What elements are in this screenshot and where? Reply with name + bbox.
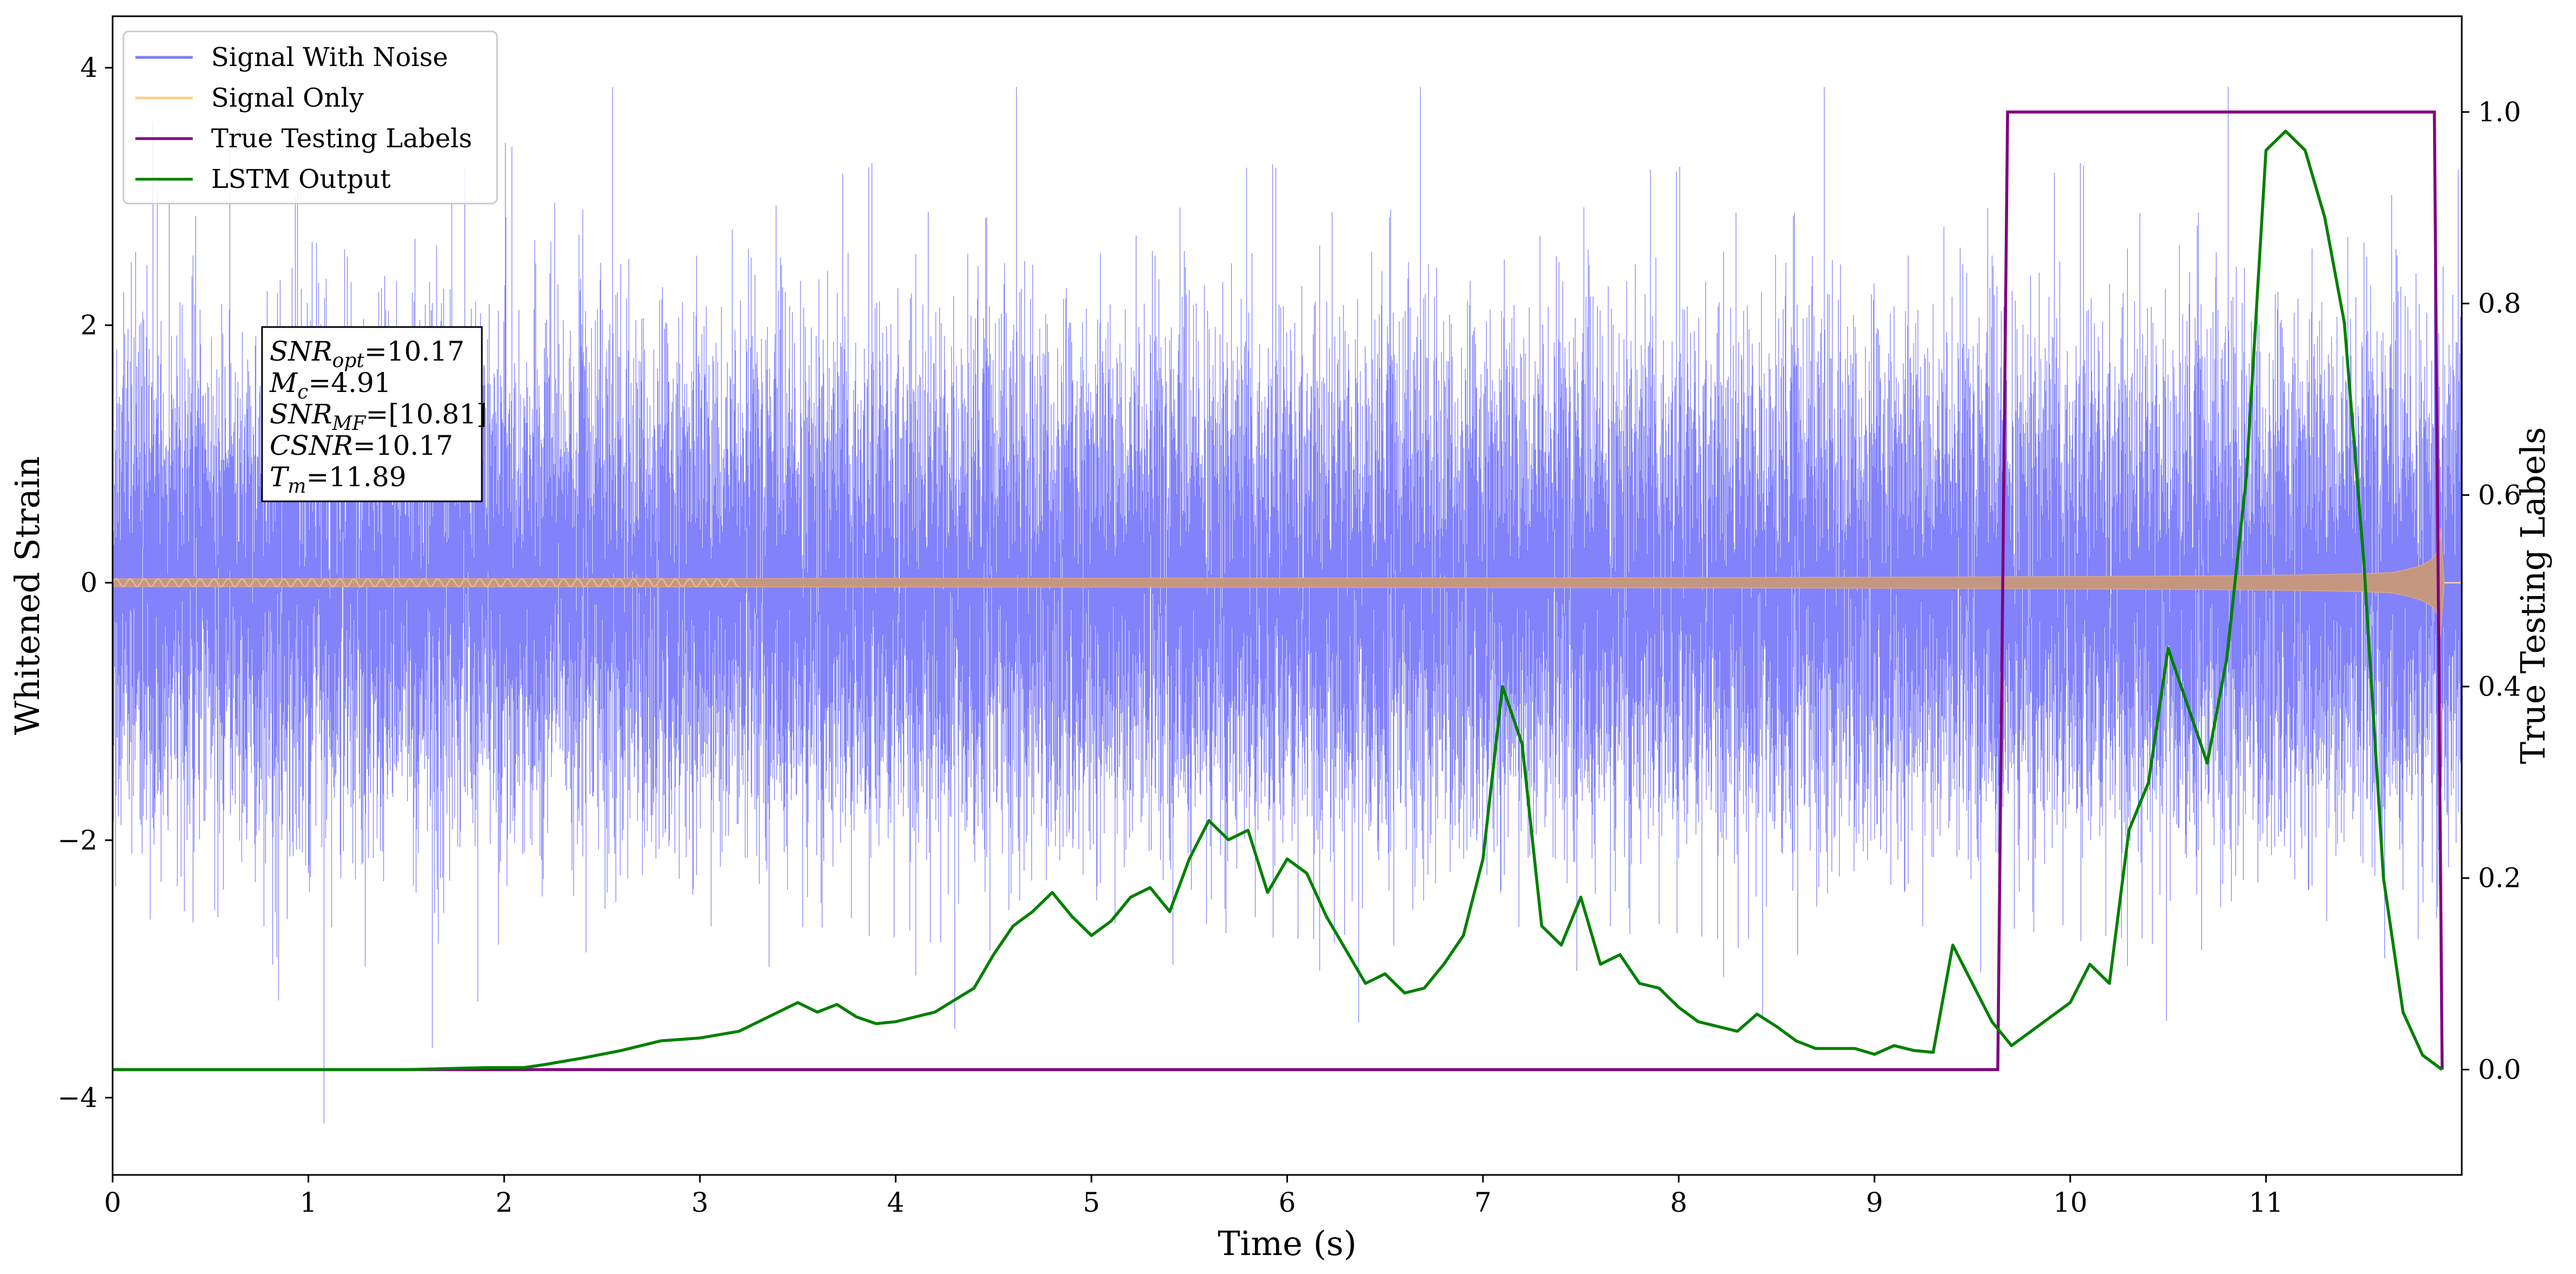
x-tick-label: 5 (1083, 1187, 1100, 1218)
legend-label: True Testing Labels (211, 123, 472, 154)
signal-only-envelope (113, 528, 2445, 637)
y-right-tick-label: 0.4 (2478, 671, 2521, 702)
legend-label: LSTM Output (211, 164, 391, 194)
y-right-tick-label: 0.0 (2478, 1054, 2521, 1085)
y-left-tick-label: 0 (80, 567, 97, 598)
plot-area (113, 87, 2462, 1123)
y-right-tick-label: 0.8 (2478, 288, 2521, 319)
y-left-tick-label: 4 (80, 52, 97, 83)
annotation-frame (261, 326, 483, 502)
x-axis-title: Time (s) (1218, 1224, 1357, 1263)
x-tick-label: 8 (1670, 1187, 1688, 1218)
true-testing-labels-line (113, 110, 2444, 1072)
x-tick-label: 9 (1866, 1187, 1883, 1218)
annotation-line: Tm=11.89 (270, 461, 407, 498)
annotation-line: SNRopt=10.17 (270, 336, 465, 372)
y-axis-title-right: True Testing Labels (2513, 427, 2553, 765)
y-left-tick-label: −4 (57, 1082, 97, 1113)
legend-box (122, 30, 498, 205)
annotation-box: SNRopt=10.17Mc=4.91SNRMF=[10.81]CSNR=10.… (261, 326, 487, 502)
y-right-tick-label: 1.0 (2478, 96, 2521, 128)
legend-label: Signal Only (211, 83, 364, 113)
annotation-line: SNRMF=[10.81] (270, 398, 487, 435)
x-tick-label: 7 (1474, 1187, 1492, 1218)
x-tick-label: 0 (104, 1187, 121, 1218)
x-tick-label: 6 (1279, 1187, 1296, 1218)
signal-only-line (113, 578, 740, 587)
legend: Signal With Noise Signal Only True Testing… (122, 30, 498, 205)
y-left-tick-label: −2 (57, 825, 97, 856)
x-tick-label: 10 (2053, 1187, 2088, 1218)
annotation-line: CSNR=10.17 (270, 430, 453, 461)
ticks: 0 1 2 3 4 5 6 7 8 9 10 11 −4 −2 0 2 4 0.0 0.2 0.4 0.6 0.8 1.0 (57, 52, 2521, 1218)
y-right-tick-label: 0.6 (2478, 479, 2521, 511)
annotation-line: Mc=4.91 (269, 367, 391, 403)
y-left-tick-label: 2 (80, 310, 97, 341)
y-axis-title-left: Whitened Strain (8, 456, 47, 735)
legend-label: Signal With Noise (211, 42, 448, 73)
x-tick-label: 3 (691, 1187, 709, 1218)
x-tick-label: 1 (300, 1187, 317, 1218)
x-tick-label: 4 (887, 1187, 904, 1218)
x-tick-label: 2 (495, 1187, 513, 1218)
y-right-tick-label: 0.2 (2478, 863, 2521, 894)
lstm-output-line (113, 129, 2443, 1072)
x-tick-label: 11 (2249, 1187, 2284, 1218)
